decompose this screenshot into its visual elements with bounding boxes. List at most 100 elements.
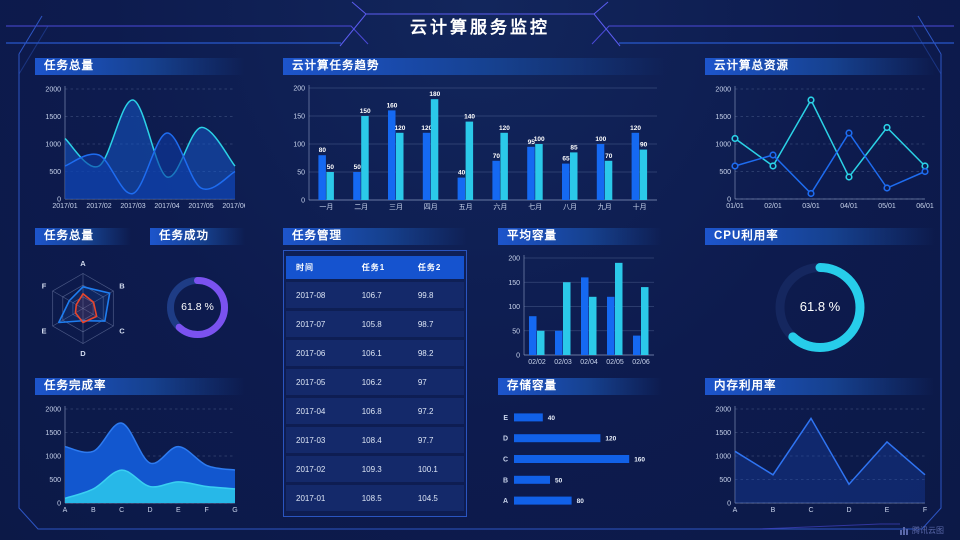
svg-text:140: 140: [464, 114, 475, 121]
svg-text:F: F: [42, 282, 47, 291]
task-trend-chart: 0 50 100 150 200 一月 二月 三月 四月 五月 六月 七月 八月 九月 十月 80 50 160 1…: [283, 75, 665, 215]
svg-text:D: D: [846, 507, 851, 514]
svg-text:D: D: [80, 349, 86, 358]
svg-text:0: 0: [516, 353, 520, 360]
svg-text:1500: 1500: [45, 430, 61, 437]
table-row: 2017-08 106.7 99.8: [286, 282, 464, 308]
svg-text:B: B: [119, 282, 125, 291]
task-manage-title: 任务管理: [283, 228, 467, 245]
svg-text:0: 0: [301, 198, 305, 205]
svg-text:2000: 2000: [45, 407, 61, 414]
table-cell: 97.2: [407, 398, 464, 424]
svg-text:2017/02: 2017/02: [86, 203, 111, 210]
svg-text:0: 0: [727, 197, 731, 204]
svg-text:七月: 七月: [528, 202, 542, 211]
table-row: 2017-07 105.8 98.7: [286, 311, 464, 337]
total-resources-title: 云计算总资源: [705, 58, 935, 75]
brand-footer: 腾讯云图: [899, 525, 944, 536]
svg-text:九月: 九月: [598, 202, 612, 211]
svg-text:40: 40: [458, 170, 466, 177]
svg-text:120: 120: [421, 125, 432, 132]
svg-text:100: 100: [508, 304, 520, 311]
tasks-radar-title: 任务总量: [35, 228, 131, 245]
storage-panel: 存储容量 E 40 D 120 C 160 B 50 A 80: [498, 378, 662, 519]
tasks-total-title: 任务总量: [35, 58, 245, 75]
svg-text:1000: 1000: [715, 142, 731, 149]
svg-text:2000: 2000: [45, 87, 61, 94]
svg-text:200: 200: [293, 86, 305, 93]
svg-text:B: B: [503, 477, 508, 484]
table-row: 2017-02 109.3 100.1: [286, 456, 464, 482]
task-completion-title: 任务完成率: [35, 378, 245, 395]
svg-text:0: 0: [727, 501, 731, 508]
svg-text:1000: 1000: [45, 142, 61, 149]
brand-icon: [900, 526, 908, 535]
col-task2: 任务2: [407, 256, 464, 279]
svg-text:150: 150: [360, 108, 371, 115]
table-cell: 108.4: [351, 427, 408, 453]
svg-text:五月: 五月: [459, 203, 473, 211]
brand-label: 腾讯云图: [912, 526, 944, 535]
svg-text:06/01: 06/01: [916, 203, 934, 210]
avg-capacity-chart: 0 50 100 150 200 02/02 02/03 02/04 02/05 02/06: [498, 245, 662, 370]
svg-text:1500: 1500: [715, 430, 731, 437]
table-cell: 2017-03: [286, 427, 352, 453]
svg-text:E: E: [503, 415, 508, 422]
svg-text:500: 500: [719, 477, 731, 484]
svg-text:1000: 1000: [715, 454, 731, 461]
avg-capacity-panel: 平均容量 0 50 100 150 200 02/02 02/03 02/04 02/05 02/…: [498, 228, 662, 370]
svg-text:E: E: [885, 507, 890, 514]
table-cell: 106.7: [351, 282, 408, 308]
table-cell: 106.8: [351, 398, 408, 424]
svg-text:100: 100: [293, 142, 305, 149]
svg-text:十月: 十月: [633, 202, 647, 211]
table-cell: 97.7: [407, 427, 464, 453]
memory-panel: 内存利用率 0 500 1000 1500 2000 A B C D E F: [705, 378, 935, 519]
svg-text:0: 0: [57, 197, 61, 204]
svg-text:2000: 2000: [715, 407, 731, 414]
tasks-total-panel: 任务总量 0 500 1000 1500 2000 2017/01 2017/02 2017/…: [35, 58, 248, 215]
table-cell: 2017-02: [286, 456, 352, 482]
task-completion-chart: 0 500 1000 1500 2000 A B C D E F G: [35, 395, 245, 519]
svg-text:0: 0: [57, 501, 61, 508]
svg-text:120: 120: [395, 125, 406, 132]
svg-text:02/03: 02/03: [554, 359, 572, 366]
svg-text:150: 150: [293, 114, 305, 121]
svg-text:A: A: [733, 507, 738, 514]
cpu-usage-panel: CPU利用率 61.8 %: [705, 228, 935, 370]
task-trend-panel: 云计算任务趋势 0 50 100 150 200 一月 二月 三月 四月 五月 六月 七月 八月 九月 十月…: [283, 58, 665, 215]
tasks-radar-chart: A B C D E F: [35, 245, 131, 370]
svg-text:1000: 1000: [45, 454, 61, 461]
table-cell: 98.2: [407, 340, 464, 366]
svg-text:B: B: [91, 507, 96, 514]
table-header: 时间 任务1 任务2: [286, 256, 464, 279]
table-cell: 108.5: [351, 485, 408, 511]
table-cell: 106.1: [351, 340, 408, 366]
svg-text:120: 120: [630, 125, 641, 132]
task-success-gauge: [150, 245, 245, 370]
svg-text:100: 100: [595, 136, 606, 143]
svg-text:B: B: [771, 507, 776, 514]
total-resources-panel: 云计算总资源 0 500 1000 1500 2000 01/01 02/01 03/01 04…: [705, 58, 935, 215]
svg-text:一月: 一月: [319, 203, 333, 211]
tasks-total-chart: 0 500 1000 1500 2000 2017/01 2017/02 2017/03 201…: [35, 75, 248, 215]
table-cell: 104.5: [407, 485, 464, 511]
task-success-panel: 任务成功 61.8 %: [150, 228, 245, 370]
col-time: 时间: [286, 256, 352, 279]
svg-text:C: C: [119, 507, 124, 514]
svg-text:D: D: [503, 436, 508, 443]
svg-text:A: A: [63, 507, 68, 514]
table-cell: 2017-07: [286, 311, 352, 337]
task-table: 时间 任务1 任务2 2017-08 106.7 99.8 2017-07 105.8 9…: [283, 250, 467, 517]
svg-text:50: 50: [555, 477, 563, 484]
table-cell: 2017-05: [286, 369, 352, 395]
svg-text:C: C: [119, 327, 125, 336]
svg-text:F: F: [923, 507, 927, 514]
memory-chart: 0 500 1000 1500 2000 A B C D E F: [705, 395, 935, 519]
svg-text:50: 50: [327, 164, 335, 171]
svg-text:50: 50: [354, 164, 362, 171]
task-completion-panel: 任务完成率 0 500 1000 1500 2000 A B C D E F G: [35, 378, 245, 519]
svg-text:160: 160: [634, 457, 645, 464]
svg-text:03/01: 03/01: [802, 203, 820, 210]
svg-text:65: 65: [562, 156, 570, 163]
